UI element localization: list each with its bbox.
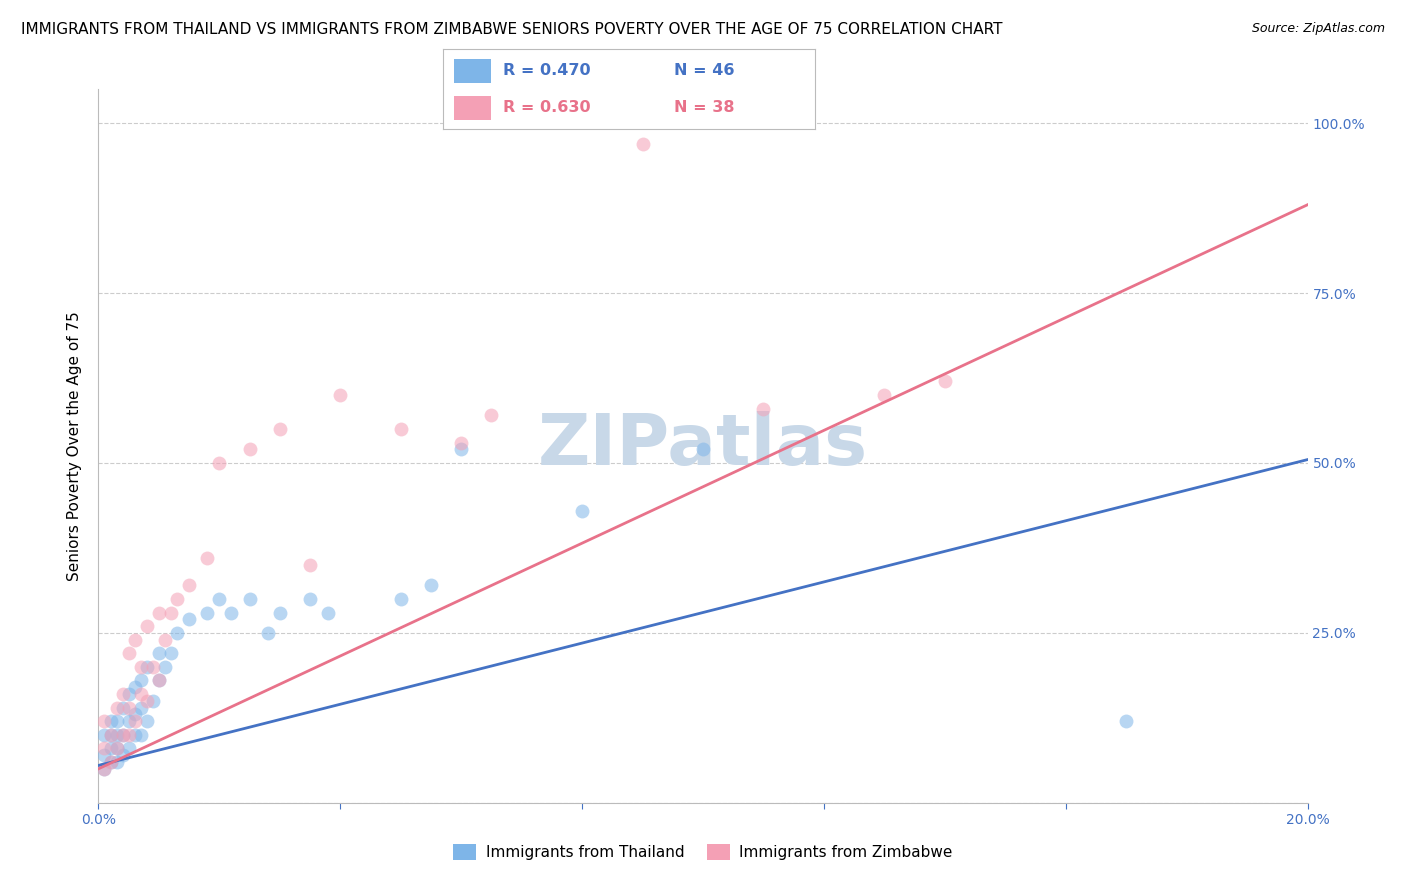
Point [148, 606, 170, 620]
Point [105, 700, 128, 714]
Point [208, 456, 231, 470]
Point [111, 700, 134, 714]
Point [179, 612, 201, 626]
Point [93, 714, 115, 729]
Point [160, 606, 183, 620]
Point [316, 606, 339, 620]
Point [118, 700, 141, 714]
Point [105, 741, 128, 756]
Point [105, 755, 128, 769]
Point [111, 728, 134, 742]
Point [329, 388, 352, 402]
Point [93, 741, 115, 756]
Point [135, 694, 157, 708]
Bar [454, 59, 491, 83]
Point [118, 687, 141, 701]
Point [148, 673, 170, 688]
Text: R = 0.470: R = 0.470 [502, 63, 591, 78]
Point [111, 748, 134, 763]
Point [129, 687, 152, 701]
Point [93, 762, 115, 776]
Text: R = 0.630: R = 0.630 [502, 100, 591, 115]
Point [1115, 714, 1137, 729]
Point [752, 401, 775, 416]
Text: IMMIGRANTS FROM THAILAND VS IMMIGRANTS FROM ZIMBABWE SENIORS POVERTY OVER THE AG: IMMIGRANTS FROM THAILAND VS IMMIGRANTS F… [21, 22, 1002, 37]
Point [142, 694, 165, 708]
Point [195, 606, 218, 620]
Point [450, 435, 472, 450]
Point [481, 409, 503, 423]
Point [195, 551, 218, 566]
Point [239, 442, 262, 457]
Point [148, 646, 170, 660]
Point [208, 591, 231, 606]
Point [166, 626, 188, 640]
Point [239, 591, 262, 606]
Point [692, 442, 714, 457]
Point [148, 673, 170, 688]
Point [571, 503, 593, 517]
Text: Source: ZipAtlas.com: Source: ZipAtlas.com [1251, 22, 1385, 36]
Point [420, 578, 443, 592]
Point [450, 442, 472, 457]
Point [118, 728, 141, 742]
Legend: Immigrants from Thailand, Immigrants from Zimbabwe: Immigrants from Thailand, Immigrants fro… [447, 838, 959, 866]
Point [631, 136, 654, 151]
Point [129, 700, 152, 714]
Point [269, 422, 291, 436]
Point [111, 728, 134, 742]
Text: N = 46: N = 46 [673, 63, 734, 78]
Bar [454, 95, 491, 120]
Text: N = 38: N = 38 [673, 100, 734, 115]
Point [135, 714, 157, 729]
Point [100, 755, 122, 769]
Point [105, 714, 128, 729]
Y-axis label: Seniors Poverty Over the Age of 75: Seniors Poverty Over the Age of 75 [67, 311, 83, 581]
Point [129, 660, 152, 674]
Point [105, 741, 128, 756]
Point [105, 728, 128, 742]
Point [179, 578, 201, 592]
Point [934, 375, 956, 389]
Point [135, 619, 157, 633]
Point [221, 606, 243, 620]
Text: ZIPatlas: ZIPatlas [538, 411, 868, 481]
Point [118, 646, 141, 660]
Point [256, 626, 278, 640]
Point [100, 728, 122, 742]
Point [124, 680, 146, 694]
Point [93, 762, 115, 776]
Point [111, 687, 134, 701]
Point [389, 422, 412, 436]
Point [389, 591, 412, 606]
Point [100, 755, 122, 769]
Point [129, 673, 152, 688]
Point [93, 728, 115, 742]
Point [93, 748, 115, 763]
Point [873, 388, 896, 402]
Point [135, 660, 157, 674]
Point [166, 591, 188, 606]
Point [118, 714, 141, 729]
Point [100, 741, 122, 756]
Point [124, 632, 146, 647]
Point [299, 591, 322, 606]
Point [142, 660, 165, 674]
Point [124, 728, 146, 742]
Point [100, 714, 122, 729]
Point [124, 707, 146, 722]
Point [124, 714, 146, 729]
Point [129, 728, 152, 742]
Point [299, 558, 322, 572]
Point [153, 660, 176, 674]
Point [160, 646, 183, 660]
Point [118, 741, 141, 756]
Point [100, 728, 122, 742]
Point [153, 632, 176, 647]
Point [269, 606, 291, 620]
